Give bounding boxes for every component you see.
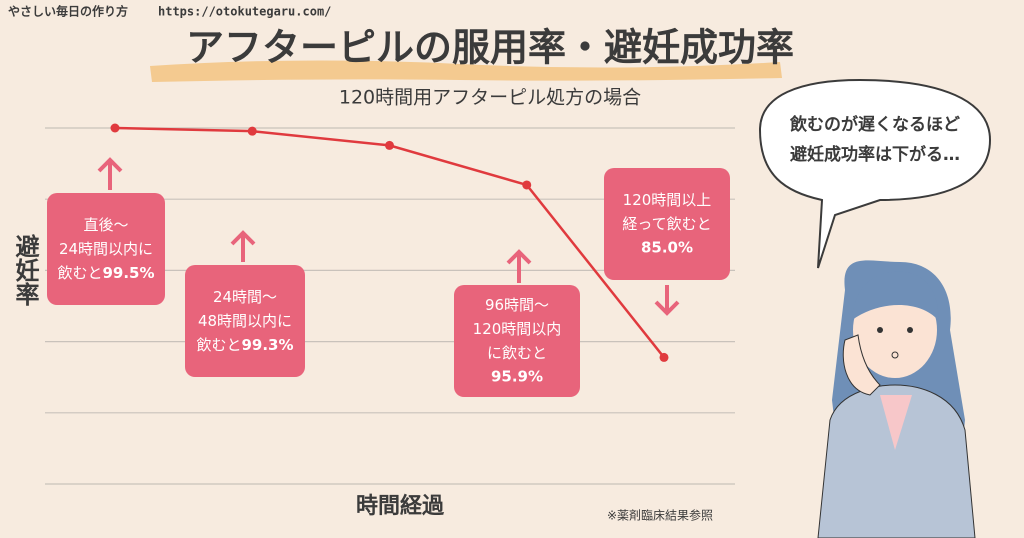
- point: [385, 140, 394, 150]
- annotation-line: 120時間以上: [623, 191, 712, 209]
- annotation-text: 飲むと99.5%: [57, 264, 154, 282]
- mouth: [891, 351, 899, 359]
- annotation-line: 飲むと: [196, 336, 241, 354]
- site-name: やさしい毎日の作り方: [8, 4, 128, 19]
- bangs: [852, 271, 939, 320]
- annotation-box: [604, 168, 730, 280]
- annotation-text: 直後〜: [83, 216, 128, 234]
- chart-subtitle: 120時間用アフターピル処方の場合: [339, 87, 641, 109]
- annotation-text: 24時間〜: [213, 288, 277, 306]
- blouse: [880, 395, 912, 450]
- title-highlight: [150, 60, 782, 82]
- annotation-box: [454, 285, 580, 397]
- annotation-line: 96時間〜: [485, 296, 549, 314]
- point: [247, 126, 257, 136]
- value-label: 99.3%: [241, 336, 293, 354]
- illustration: 飲むのが遅くなるほど避妊成功率は下がる…: [758, 78, 992, 538]
- point: [110, 123, 120, 133]
- annotation-line: 飲むと: [57, 264, 102, 282]
- annotation-line: 24時間〜: [213, 288, 277, 306]
- arrow-head: [97, 157, 123, 173]
- annotation-text: 120時間以内: [473, 320, 562, 338]
- annotation-line: 経って飲むと: [622, 215, 711, 233]
- value-label: 95.9%: [491, 368, 543, 386]
- annotation-text: 120時間以上: [623, 191, 712, 209]
- speech-text: 飲むのが遅くなるほど: [789, 114, 960, 135]
- annotation-text: 96時間〜: [485, 296, 549, 314]
- annotation-line: 120時間以内: [473, 320, 562, 338]
- value-label: 85.0%: [641, 239, 693, 257]
- speech-bubble: [758, 78, 992, 269]
- annotation-line: に飲むと: [487, 344, 547, 362]
- speech-text: 避妊成功率は下がる…: [790, 144, 960, 165]
- note: ※薬剤臨床結果参照: [607, 508, 713, 523]
- annotation-text: 飲むと99.3%: [196, 336, 293, 354]
- y-axis-label: 避妊率: [11, 233, 39, 306]
- value-label: 99.5%: [102, 264, 154, 282]
- annotation-box: [47, 193, 165, 305]
- arrow-head: [230, 230, 256, 246]
- annotation-text: に飲むと: [487, 344, 547, 362]
- annotation-text: 48時間以内に: [198, 312, 292, 330]
- eye: [877, 327, 883, 333]
- eye: [907, 327, 913, 333]
- x-axis-label: 時間経過: [356, 493, 445, 519]
- annotation-text: 経って飲むと: [622, 215, 711, 233]
- point: [659, 352, 669, 362]
- annotation-line: 直後〜: [83, 216, 128, 234]
- annotation-text: 24時間以内に: [59, 240, 153, 258]
- annotation-line: 24時間以内に: [59, 240, 153, 258]
- arrow-head: [654, 300, 680, 316]
- annotation-line: 48時間以内に: [198, 312, 292, 330]
- jacket: [817, 384, 976, 538]
- arrow-head: [506, 249, 532, 265]
- site-url: https://otokutegaru.com/: [158, 5, 331, 19]
- annotation-box: [185, 265, 305, 377]
- point: [522, 180, 532, 190]
- chart-title: アフターピルの服用率・避妊成功率: [186, 26, 794, 70]
- hand: [842, 334, 881, 396]
